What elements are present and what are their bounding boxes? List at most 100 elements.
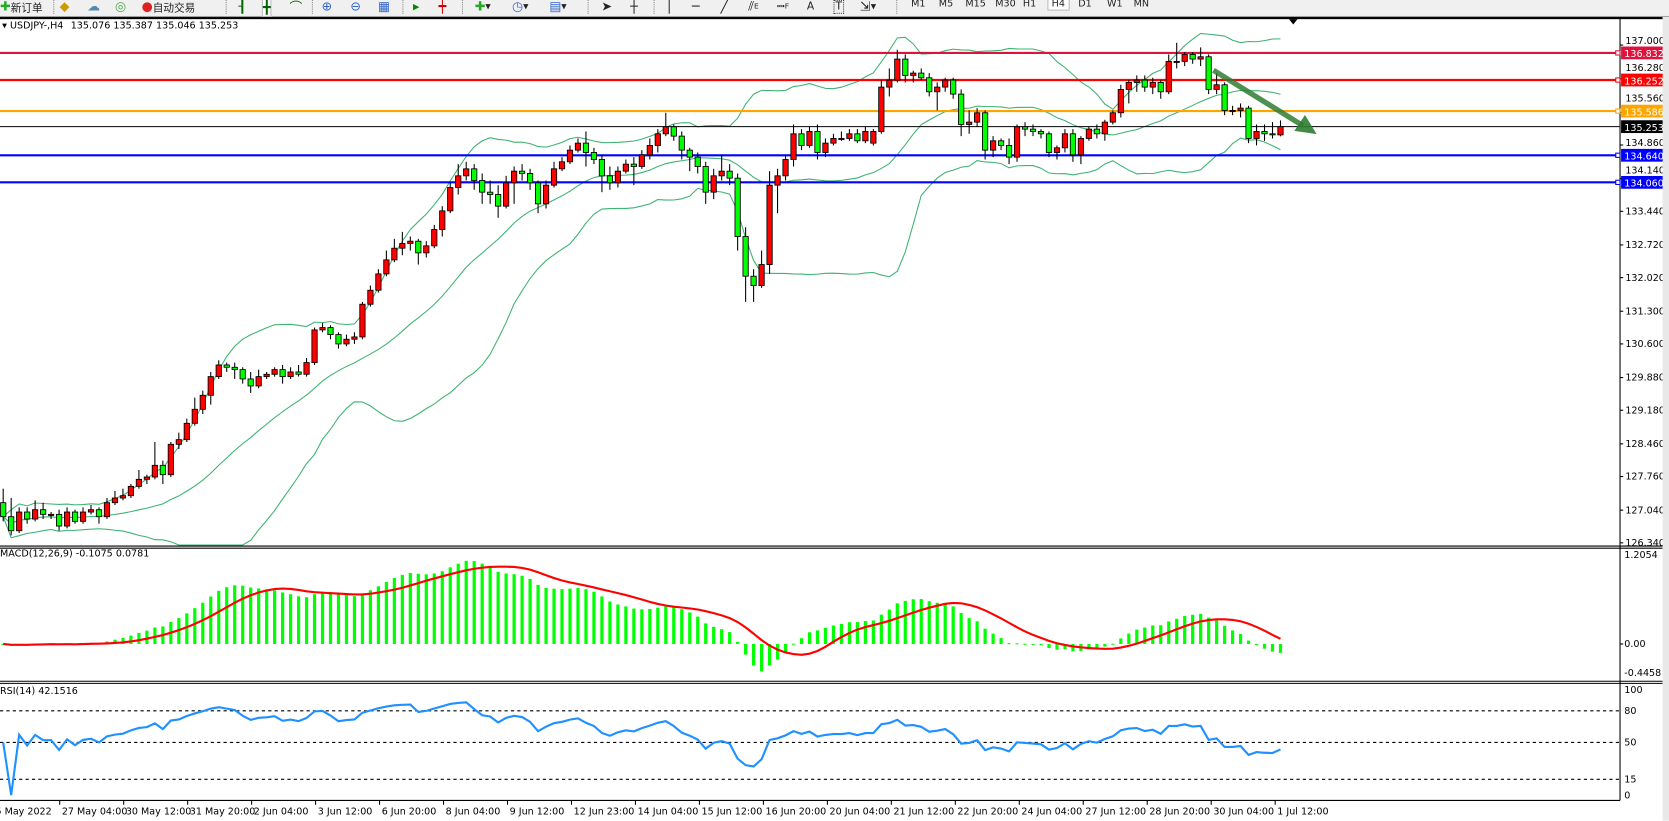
macd-histogram-bar	[983, 628, 987, 644]
macd-histogram-bar	[273, 590, 277, 644]
separator	[587, 0, 590, 14]
macd-histogram-bar	[1135, 629, 1139, 644]
candle	[758, 250, 765, 288]
candle	[383, 250, 390, 277]
macd-tick-label: -0.4458	[1624, 668, 1661, 679]
macd-histogram-bar	[632, 608, 636, 644]
crosshair-button[interactable]: ┼	[630, 0, 638, 15]
candle-body	[1045, 133, 1053, 153]
signals-icon: ◎	[114, 0, 127, 14]
candle	[455, 164, 462, 195]
candle-body	[734, 177, 741, 237]
candle	[710, 168, 717, 200]
macd-histogram-bar	[153, 627, 157, 644]
candle	[399, 231, 406, 256]
macd-histogram-bar	[185, 613, 189, 644]
macd-histogram-bar	[552, 588, 556, 644]
candle	[1045, 131, 1053, 158]
auto-scroll-button[interactable]: ┿	[439, 0, 447, 15]
line-chart-button[interactable]: ⌒	[290, 0, 303, 15]
periods-button[interactable]: ◷ ▾	[512, 0, 529, 15]
candle	[694, 152, 701, 174]
equidistant-channel-button[interactable]: ⫽ E	[748, 0, 758, 15]
chart-header: ▾ USDJPY-,H4 135.076 135.387 135.046 135…	[2, 21, 238, 32]
market-watch-button[interactable]: ◆	[60, 0, 70, 15]
macd-histogram-bar	[616, 604, 620, 644]
candle-body	[1029, 128, 1037, 132]
macd-histogram-bar	[807, 632, 812, 644]
timeframe-d1[interactable]: D1	[1078, 0, 1092, 10]
timeframe-m30[interactable]: M30	[995, 0, 1016, 10]
candle-body	[686, 149, 693, 158]
candle-body	[758, 264, 765, 286]
candle	[878, 80, 885, 134]
macd-histogram-bar	[991, 633, 995, 644]
macd-histogram-bar	[1230, 630, 1235, 644]
candle	[1085, 126, 1092, 141]
macd-histogram-bar	[1119, 638, 1123, 644]
indicators-icon: ✚	[474, 0, 486, 14]
candle	[511, 166, 518, 204]
text-button[interactable]: A	[807, 0, 814, 15]
timeframe-w1[interactable]: W1	[1106, 0, 1123, 10]
timeframe-h1[interactable]: H1	[1022, 0, 1037, 10]
signals-button[interactable]: ◎	[115, 0, 126, 15]
candle	[846, 129, 853, 141]
auto-trading-button[interactable]: ● 自动交易	[142, 0, 196, 15]
price-level-value: 135.253	[1624, 123, 1664, 134]
rsi-line	[2, 701, 1281, 796]
macd-histogram-bar	[975, 621, 979, 644]
arrows-button[interactable]: ⇲ ▾	[860, 0, 876, 15]
collapse-triangle-icon[interactable]: ▾	[2, 21, 7, 32]
timeframe-h4[interactable]: H4	[1047, 0, 1070, 11]
indicators-button[interactable]: ✚ ▾	[475, 0, 491, 15]
candle-body	[255, 376, 262, 387]
candlestick-button[interactable]: ╋	[261, 0, 272, 18]
fibonacci-button[interactable]: ┉ F	[777, 0, 789, 15]
candle-body	[918, 72, 925, 79]
macd-histogram-bar	[879, 614, 883, 644]
timeframe-mn[interactable]: MN	[1133, 0, 1150, 10]
separator	[53, 0, 55, 14]
tile-windows-button[interactable]: ▦	[378, 0, 390, 15]
zoom-out-button[interactable]: ⊖	[350, 0, 361, 15]
candle-body	[79, 511, 87, 522]
vertical-line-button[interactable]: │	[665, 0, 673, 15]
horizontal-line-button[interactable]: ─	[692, 0, 700, 15]
candle-body	[694, 156, 701, 167]
trendline-button[interactable]: ╱	[721, 0, 729, 15]
candle-body	[359, 303, 366, 338]
new-order-button[interactable]: ✚ 新订单	[0, 0, 43, 15]
candle-body	[926, 77, 933, 93]
candle	[175, 432, 182, 449]
timeframe-m1[interactable]: M1	[911, 0, 926, 10]
macd-histogram-bar	[137, 632, 141, 644]
timeframe-m5[interactable]: M5	[938, 0, 954, 10]
candle-body	[990, 140, 997, 151]
bar-chart-button[interactable]: ┨	[238, 0, 246, 15]
candle-body	[782, 159, 789, 177]
auto-trading-label: 自动交易	[152, 2, 196, 15]
chart-shift-button[interactable]: ▸	[413, 0, 419, 15]
cursor-button[interactable]: ➤	[601, 0, 612, 15]
data-window-button[interactable]: ☁	[87, 0, 100, 15]
macd-histogram-bar	[831, 625, 836, 644]
macd-histogram-bar	[392, 577, 396, 644]
macd-histogram-bar	[320, 592, 325, 644]
macd-histogram-bar	[368, 590, 373, 644]
timeframe-m15[interactable]: M15	[965, 0, 986, 10]
candle-body	[1021, 126, 1029, 130]
templates-button[interactable]: ▤ ▾	[549, 0, 566, 15]
price-tick-label: 134.140	[1625, 165, 1665, 176]
candle-body	[63, 511, 71, 527]
candle-body	[1221, 84, 1228, 111]
price-level-value: 136.252	[1624, 76, 1664, 87]
candle	[1061, 129, 1069, 153]
candle-body	[1013, 126, 1021, 158]
price-tick-label: 128.460	[1625, 439, 1665, 450]
scrollbar[interactable]	[1662, 17, 1669, 821]
text-label-button[interactable]: T	[833, 0, 845, 15]
zoom-in-button[interactable]: ⊕	[321, 0, 332, 15]
candle	[351, 332, 358, 344]
